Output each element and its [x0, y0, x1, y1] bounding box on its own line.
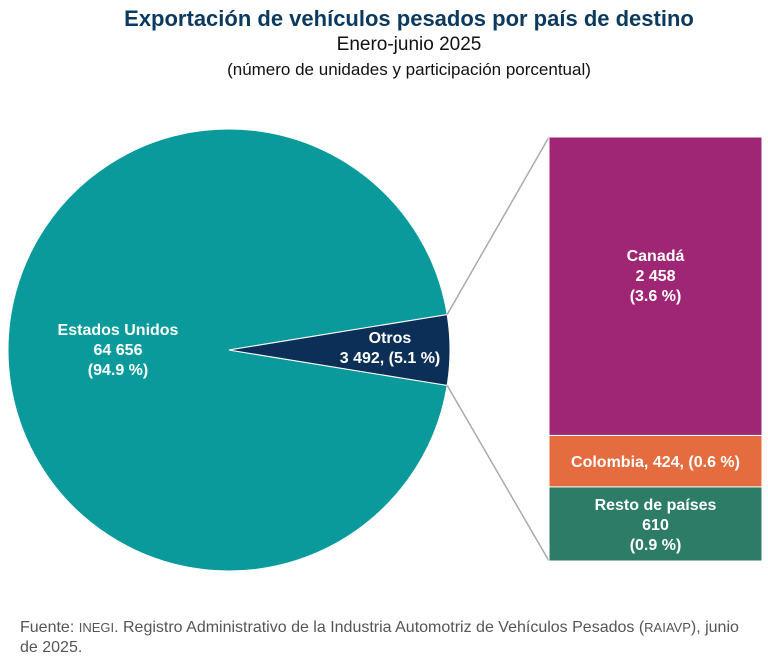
connector-line-top	[446, 136, 550, 315]
source-abbr: RAIAVP	[644, 620, 691, 635]
bar-segment-canad-	[548, 136, 763, 436]
chart-subtitle-units: (número de unidades y participación porc…	[227, 60, 591, 79]
source-suffix: ), junio de 2025.	[20, 619, 739, 656]
label-estados-unidos: Estados Unidos 64 656 (94.9 %)	[58, 322, 179, 379]
source-text: . Registro Administrativo de la Industri…	[114, 619, 645, 636]
pie-of-bar-chart: Estados Unidos 64 656 (94.9 %) Otros 3 492, …	[7, 128, 763, 572]
label-otros: Otros 3 492, (5.1 %)	[340, 330, 441, 367]
connector-line-bottom	[446, 385, 550, 562]
chart-title: Exportación de vehículos pesados por paí…	[124, 6, 694, 31]
pie-slice-estados-unidos	[7, 128, 448, 572]
label-colombia: Colombia, 424, (0.6 %)	[571, 454, 740, 471]
source-org: INEGI	[78, 620, 115, 635]
chart-subtitle: Enero-junio 2025	[336, 34, 482, 55]
source-prefix: Fuente:	[20, 619, 79, 636]
bar-segment-resto-de-pa-ses	[548, 486, 763, 562]
source-note: Fuente: INEGI. Registro Administrativo d…	[20, 618, 760, 658]
label-canada: Canadá 2 458 (3.6 %)	[627, 248, 685, 305]
label-resto-de-paises: Resto de países 610 (0.9 %)	[595, 497, 717, 554]
bar-segment-colombia	[548, 434, 763, 488]
pie-slice-otros	[228, 314, 451, 386]
